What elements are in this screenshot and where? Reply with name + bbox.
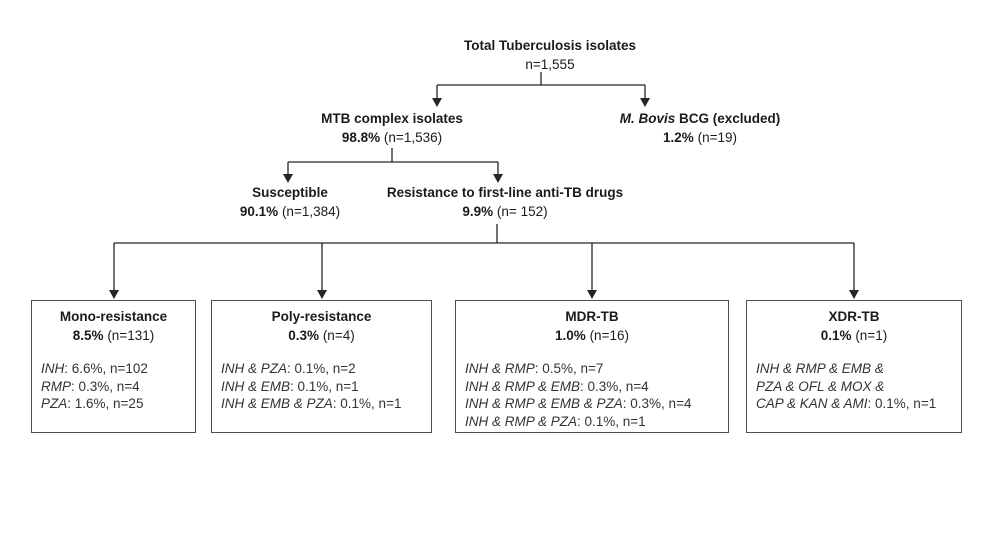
- drug-names: INH & RMP & PZA: [465, 413, 578, 429]
- drug-names: INH & RMP & EMB &: [756, 361, 884, 376]
- line-values: : 0.3%, n=4: [71, 378, 140, 394]
- stat-percent: 0.1%: [820, 328, 852, 343]
- line-values: : 0.1%, n=1: [290, 378, 359, 394]
- resistance-detail-line: INH & RMP & EMB &: [756, 360, 961, 378]
- resistance-detail-line: PZA: 1.6%, n=25: [41, 395, 195, 413]
- drug-names: PZA & OFL & MOX &: [756, 378, 885, 394]
- node-susceptible: Susceptible 90.1% (n=1,384): [240, 183, 340, 221]
- line-values: : 0.3%, n=4: [622, 396, 692, 411]
- box-details: INH & RMP & EMB & PZA & OFL & MOX & CAP …: [756, 360, 961, 413]
- stat-percent: 1.2%: [663, 130, 694, 145]
- node-total-isolates: Total Tuberculosis isolates n=1,555: [464, 36, 636, 74]
- node-title: M. Bovis BCG (excluded): [620, 109, 781, 128]
- box-mdr-tb: MDR-TB 1.0% (n=16) INH & RMP: 0.5%, n=7 …: [455, 300, 729, 433]
- box-title: Mono-resistance: [59, 309, 168, 324]
- node-stat: 90.1% (n=1,384): [240, 202, 340, 221]
- line-values: : 0.1%, n=1: [577, 413, 646, 429]
- line-values: : 0.1%, n=1: [867, 396, 937, 411]
- box-stat: 8.5% (n=131): [32, 327, 195, 345]
- resistance-detail-line: INH & EMB & PZA: 0.1%, n=1: [221, 395, 431, 413]
- node-title: Resistance to first-line anti-TB drugs: [386, 185, 624, 200]
- drug-names: INH & PZA: [221, 361, 288, 376]
- node-count: n=1,555: [525, 57, 575, 72]
- box-title: Poly-resistance: [271, 309, 372, 324]
- resistance-detail-line: INH & PZA: 0.1%, n=2: [221, 360, 431, 378]
- box-stat: 1.0% (n=16): [456, 327, 728, 345]
- box-title: XDR-TB: [828, 309, 880, 324]
- box-details: INH: 6.6%, n=102 RMP: 0.3%, n=4 PZA: 1.6…: [41, 360, 195, 413]
- stat-count: (n=4): [322, 328, 355, 343]
- box-poly-resistance: Poly-resistance 0.3% (n=4) INH & PZA: 0.…: [211, 300, 432, 433]
- line-values: : 0.1%, n=2: [287, 361, 356, 376]
- resistance-detail-line: CAP & KAN & AMI: 0.1%, n=1: [756, 395, 961, 413]
- node-stat: 9.9% (n= 152): [387, 202, 623, 221]
- drug-names: RMP: [41, 378, 71, 394]
- drug-names: INH & RMP: [465, 361, 535, 376]
- stat-percent: 98.8%: [341, 130, 381, 145]
- node-stat: 1.2% (n=19): [620, 128, 781, 147]
- node-m-bovis: M. Bovis BCG (excluded) 1.2% (n=19): [620, 109, 781, 147]
- resistance-detail-line: INH & RMP & EMB: 0.3%, n=4: [465, 378, 728, 396]
- resistance-detail-line: INH & RMP: 0.5%, n=7: [465, 360, 728, 378]
- title-rest: BCG (excluded): [679, 111, 781, 126]
- stat-count: (n=1,536): [383, 130, 443, 145]
- drug-names: INH & EMB & PZA: [221, 396, 333, 411]
- drug-names: INH & RMP & EMB & PZA: [465, 396, 623, 411]
- stat-count: (n=16): [589, 328, 629, 343]
- node-mtb-complex: MTB complex isolates 98.8% (n=1,536): [321, 109, 463, 147]
- stat-percent: 0.3%: [288, 328, 320, 343]
- species-name: M. Bovis: [619, 111, 676, 126]
- node-stat: 98.8% (n=1,536): [321, 128, 463, 147]
- line-values: : 0.3%, n=4: [580, 378, 649, 394]
- line-values: : 0.1%, n=1: [332, 396, 402, 411]
- stat-percent: 90.1%: [239, 204, 279, 219]
- line-values: : 0.5%, n=7: [534, 361, 604, 376]
- box-stat: 0.1% (n=1): [747, 327, 961, 345]
- drug-names: INH & EMB: [221, 378, 291, 394]
- stat-percent: 8.5%: [72, 328, 104, 343]
- drug-names: PZA: [41, 396, 68, 411]
- box-mono-resistance: Mono-resistance 8.5% (n=131) INH: 6.6%, …: [31, 300, 196, 433]
- box-stat: 0.3% (n=4): [212, 327, 431, 345]
- stat-percent: 9.9%: [462, 204, 494, 219]
- drug-names: INH & RMP & EMB: [465, 378, 581, 394]
- stat-percent: 1.0%: [555, 328, 586, 343]
- resistance-detail-line: INH: 6.6%, n=102: [41, 360, 195, 378]
- node-title: MTB complex isolates: [321, 111, 463, 126]
- resistance-detail-line: INH & EMB: 0.1%, n=1: [221, 378, 431, 396]
- line-values: : 6.6%, n=102: [64, 361, 148, 376]
- drug-names: INH: [41, 361, 65, 376]
- node-title: Susceptible: [252, 185, 328, 200]
- line-values: : 1.6%, n=25: [67, 396, 144, 411]
- stat-count: (n=1,384): [281, 204, 341, 219]
- resistance-detail-line: RMP: 0.3%, n=4: [41, 378, 195, 396]
- resistance-detail-line: PZA & OFL & MOX &: [756, 378, 961, 396]
- box-title: MDR-TB: [565, 309, 619, 324]
- stat-count: (n=131): [107, 328, 155, 343]
- stat-count: (n=1): [855, 328, 888, 343]
- resistance-detail-line: INH & RMP & PZA: 0.1%, n=1: [465, 413, 728, 431]
- stat-count: (n= 152): [496, 204, 548, 219]
- box-xdr-tb: XDR-TB 0.1% (n=1) INH & RMP & EMB & PZA …: [746, 300, 962, 433]
- resistance-detail-line: INH & RMP & EMB & PZA: 0.3%, n=4: [465, 395, 728, 413]
- node-title: Total Tuberculosis isolates: [463, 38, 637, 53]
- node-resistance: Resistance to first-line anti-TB drugs 9…: [387, 183, 623, 221]
- stat-count: (n=19): [697, 130, 737, 145]
- box-details: INH & PZA: 0.1%, n=2 INH & EMB: 0.1%, n=…: [221, 360, 431, 413]
- drug-names: CAP & KAN & AMI: [756, 396, 868, 411]
- box-details: INH & RMP: 0.5%, n=7 INH & RMP & EMB: 0.…: [465, 360, 728, 430]
